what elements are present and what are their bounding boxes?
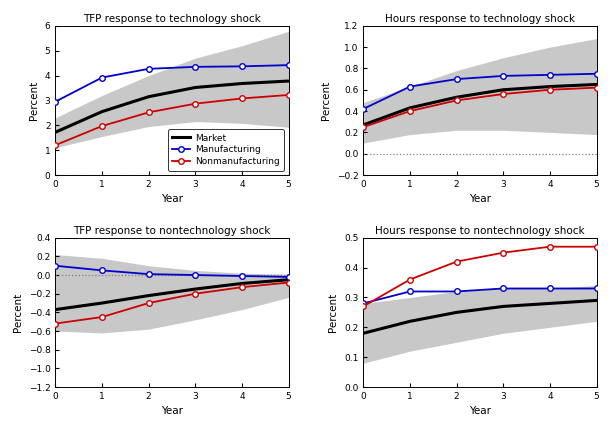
Title: TFP response to nontechnology shock: TFP response to nontechnology shock — [73, 226, 271, 236]
Title: Hours response to technology shock: Hours response to technology shock — [385, 14, 575, 24]
Y-axis label: Percent: Percent — [321, 81, 331, 120]
Y-axis label: Percent: Percent — [13, 293, 23, 332]
Legend: Market, Manufacturing, Nonmanufacturing: Market, Manufacturing, Nonmanufacturing — [168, 129, 284, 171]
Title: TFP response to technology shock: TFP response to technology shock — [83, 14, 261, 24]
Y-axis label: Percent: Percent — [29, 81, 39, 120]
Y-axis label: Percent: Percent — [328, 293, 338, 332]
X-axis label: Year: Year — [161, 194, 183, 205]
X-axis label: Year: Year — [469, 194, 491, 205]
X-axis label: Year: Year — [469, 406, 491, 416]
X-axis label: Year: Year — [161, 406, 183, 416]
Title: Hours response to nontechnology shock: Hours response to nontechnology shock — [375, 226, 585, 236]
